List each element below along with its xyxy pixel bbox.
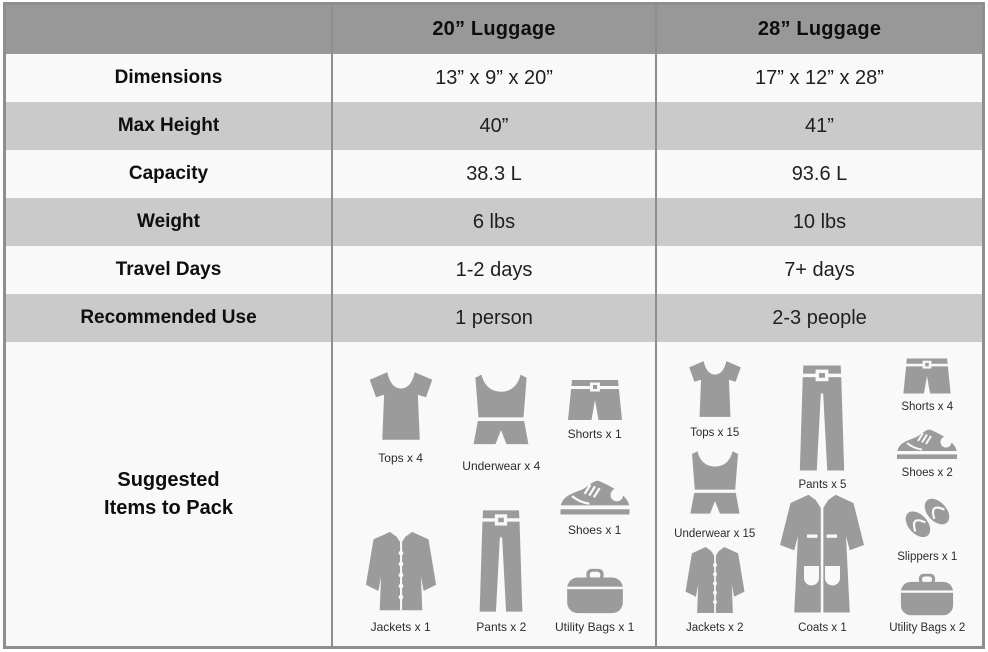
pack-item-jackets: Jackets x 2 xyxy=(674,543,756,634)
pants-icon xyxy=(793,362,851,474)
pack-item-caption: Slippers x 1 xyxy=(897,551,958,563)
shorts-icon xyxy=(899,356,955,396)
pack-item-coats: Coats x 1 xyxy=(766,491,878,634)
pack-column: Tops x 15 Underwear x 15 Jackets x 2 xyxy=(674,356,756,634)
value-28: 2-3 people xyxy=(772,306,867,329)
table-row-capacity: Capacity 38.3 L 93.6 L xyxy=(6,150,982,198)
pack-item-jackets: Jackets x 1 xyxy=(354,527,448,634)
value-28: 41” xyxy=(805,114,834,137)
underwear-icon xyxy=(680,443,750,523)
comparison-table: 20” Luggage 28” Luggage Dimensions 13” x… xyxy=(3,2,985,649)
pack-column: Shorts x 1 Shoes x 1 Utility Bags x 1 xyxy=(555,356,634,634)
row-label: Weight xyxy=(137,211,200,232)
table-row-travel-days: Travel Days 1-2 days 7+ days xyxy=(6,246,982,294)
value-20: 1-2 days xyxy=(455,258,533,281)
jacket-icon xyxy=(354,527,448,615)
value-28: 93.6 L xyxy=(791,162,848,185)
pack-item-caption: Jackets x 2 xyxy=(685,622,744,634)
table-header-row: 20” Luggage 28” Luggage xyxy=(6,5,982,54)
pack-column: Pants x 5 Coats x 1 xyxy=(766,356,878,634)
pack-item-caption: Shoes x 2 xyxy=(901,467,953,479)
pack-item-shoes: Shoes x 2 xyxy=(895,422,959,479)
tshirt-icon xyxy=(681,356,749,422)
pack-items-20-luggage: Tops x 4 Jackets x 1 Underwear x 4 Pants xyxy=(331,342,655,646)
value-20: 1 person xyxy=(455,306,533,329)
pack-item-pants: Pants x 2 xyxy=(473,507,529,634)
pack-item-utility-bags: Utility Bags x 2 xyxy=(889,572,965,634)
pack-item-utility-bags: Utility Bags x 1 xyxy=(555,567,634,634)
pack-item-caption: Underwear x 4 xyxy=(462,459,541,473)
pack-item-caption: Tops x 15 xyxy=(690,427,740,439)
underwear-icon xyxy=(462,366,540,454)
jacket-icon xyxy=(674,543,756,617)
value-20: 38.3 L xyxy=(466,162,522,185)
utility-bag-icon xyxy=(898,572,956,617)
pack-items-28-luggage: Tops x 15 Underwear x 15 Jackets x 2 Pan… xyxy=(655,342,982,646)
pack-item-caption: Utility Bags x 1 xyxy=(554,620,635,634)
value-28: 7+ days xyxy=(784,258,855,281)
header-blank-cell xyxy=(6,5,331,54)
utility-bag-icon xyxy=(564,567,626,615)
pack-item-pants: Pants x 5 xyxy=(793,362,851,491)
sneaker-icon xyxy=(895,422,959,462)
pack-item-underwear: Underwear x 15 xyxy=(674,443,755,540)
value-20: 40” xyxy=(479,114,509,137)
row-label: Recommended Use xyxy=(80,307,257,328)
table-row-suggested-items: Suggested Items to Pack Tops x 4 Jackets… xyxy=(6,342,982,646)
pack-item-shoes: Shoes x 1 xyxy=(558,472,632,537)
pack-item-caption: Tops x 4 xyxy=(378,451,423,465)
header-28-luggage: 28” Luggage xyxy=(655,5,982,54)
header-28-label: 28” Luggage xyxy=(757,18,882,40)
pack-item-tops: Tops x 15 xyxy=(681,356,749,439)
pack-column: Shorts x 4 Shoes x 2 Slippers x 1 Utilit… xyxy=(889,356,965,634)
table-row-max-height: Max Height 40” 41” xyxy=(6,102,982,150)
value-20: 6 lbs xyxy=(472,210,516,233)
pack-item-caption: Coats x 1 xyxy=(798,622,847,634)
row-label: Max Height xyxy=(117,115,220,136)
suggested-items-label-cell: Suggested Items to Pack xyxy=(6,342,331,646)
pack-item-caption: Shorts x 1 xyxy=(567,427,622,441)
row-label: Dimensions xyxy=(114,67,223,88)
table-row-weight: Weight 6 lbs 10 lbs xyxy=(6,198,982,246)
pack-item-caption: Shoes x 1 xyxy=(567,522,622,537)
value-28: 10 lbs xyxy=(792,210,847,233)
row-label: Travel Days xyxy=(115,259,222,280)
pants-icon xyxy=(473,507,529,615)
pack-item-shorts: Shorts x 1 xyxy=(563,378,627,441)
header-20-luggage: 20” Luggage xyxy=(331,5,655,54)
suggested-items-label-line2: Items to Pack xyxy=(104,497,233,519)
suggested-items-label: Suggested Items to Pack xyxy=(104,466,233,522)
pack-column: Underwear x 4 Pants x 2 xyxy=(462,356,540,634)
value-28: 17” x 12” x 28” xyxy=(755,66,884,89)
pack-item-tops: Tops x 4 xyxy=(360,366,442,465)
coat-icon xyxy=(766,491,878,617)
table-row-dimensions: Dimensions 13” x 9” x 20” 17” x 12” x 28… xyxy=(6,54,982,102)
row-label: Capacity xyxy=(128,163,209,184)
flipflops-icon xyxy=(898,488,956,546)
pack-item-caption: Utility Bags x 2 xyxy=(889,622,966,634)
pack-item-caption: Pants x 2 xyxy=(476,620,527,634)
pack-column: Tops x 4 Jackets x 1 xyxy=(354,356,448,634)
value-20: 13” x 9” x 20” xyxy=(435,66,553,89)
pack-item-shorts: Shorts x 4 xyxy=(899,356,955,413)
pack-item-caption: Pants x 5 xyxy=(798,479,847,491)
pack-item-caption: Jackets x 1 xyxy=(370,620,431,634)
pack-item-caption: Shorts x 4 xyxy=(901,401,954,413)
pack-item-underwear: Underwear x 4 xyxy=(462,366,540,473)
header-20-label: 20” Luggage xyxy=(432,18,556,40)
tshirt-icon xyxy=(360,366,442,446)
sneaker-icon xyxy=(558,472,632,518)
pack-item-caption: Underwear x 15 xyxy=(674,527,756,540)
table-row-recommended-use: Recommended Use 1 person 2-3 people xyxy=(6,294,982,342)
suggested-items-label-line1: Suggested xyxy=(117,469,220,491)
shorts-icon xyxy=(563,378,627,422)
pack-item-slippers: Slippers x 1 xyxy=(897,488,957,563)
